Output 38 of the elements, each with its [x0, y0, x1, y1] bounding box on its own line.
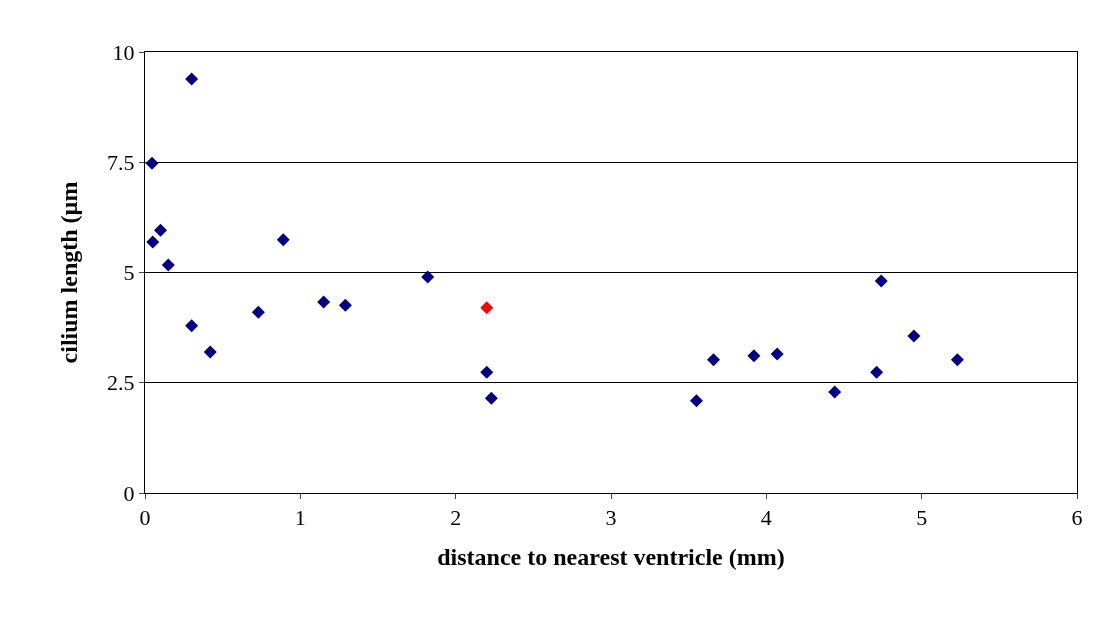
y-tick-label: 0: [123, 480, 135, 506]
x-axis-title: distance to nearest ventricle (mm): [437, 543, 785, 570]
y-tick-label: 2.5: [107, 370, 135, 396]
y-axis-title: cilium length (µm: [56, 181, 83, 364]
point: [689, 394, 703, 408]
point: [185, 72, 199, 86]
point: [421, 270, 435, 284]
point: [484, 391, 498, 405]
point: [154, 223, 168, 237]
point: [203, 345, 217, 359]
point: [828, 385, 842, 399]
point: [161, 258, 175, 272]
point: [276, 233, 290, 247]
x-tick-label: 5: [916, 505, 928, 531]
y-tick-label: 10: [112, 39, 135, 65]
y-tick-label: 7.5: [107, 149, 135, 175]
point: [870, 365, 884, 379]
point: [338, 298, 352, 312]
x-tick-label: 6: [1071, 505, 1083, 531]
point: [480, 365, 494, 379]
point: [874, 274, 888, 288]
point: [770, 347, 784, 361]
x-tick-label: 4: [760, 505, 772, 531]
x-tick-label: 2: [450, 505, 462, 531]
point: [747, 349, 761, 363]
x-tick-label: 1: [294, 505, 306, 531]
point: [185, 319, 199, 333]
x-tick-label: 0: [139, 505, 151, 531]
point: [317, 295, 331, 309]
y-tick-label: 5: [123, 260, 135, 286]
point: [907, 329, 921, 343]
point: [145, 156, 159, 170]
x-tick-label: 3: [605, 505, 617, 531]
point: [251, 305, 265, 319]
point: [950, 353, 964, 367]
point: [707, 353, 721, 367]
point: [480, 301, 494, 315]
point: [146, 235, 160, 249]
